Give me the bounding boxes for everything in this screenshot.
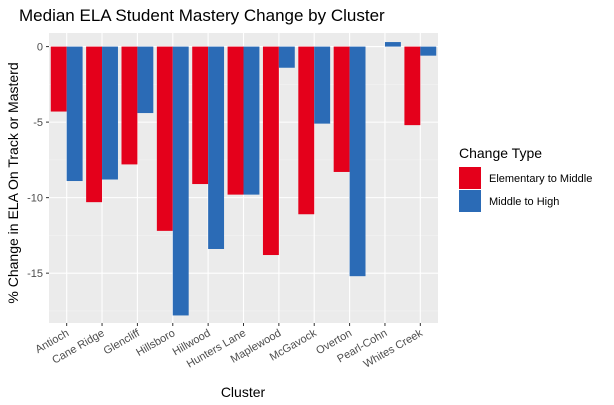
y-tick-label: -5 [33, 117, 43, 129]
x-tick-label: Hillsboro [134, 327, 177, 359]
bar-middle-to-high [137, 46, 154, 114]
legend-label: Middle to High [489, 196, 559, 208]
bar-elementary-to-middle [262, 46, 279, 256]
legend-label: Elementary to Middle [489, 173, 592, 185]
bar-middle-to-high [208, 46, 225, 249]
bar-middle-to-high [102, 46, 118, 180]
y-tick-label: -10 [27, 193, 43, 205]
bar-elementary-to-middle [156, 46, 173, 231]
plot-area: 0 -5 -10 -15 [27, 33, 438, 323]
legend: Change Type Elementary to Middle Middle t… [459, 145, 592, 212]
legend-title: Change Type [459, 145, 542, 161]
y-axis-title: % Change in ELA On Track or Masterd [5, 62, 21, 303]
y-tick-label: -15 [27, 268, 43, 280]
bar-middle-to-high [66, 46, 83, 182]
bar-middle-to-high [278, 46, 295, 68]
bar-middle-to-high [349, 46, 366, 277]
bar-middle-to-high [243, 46, 260, 195]
bar-middle-to-high [172, 46, 189, 316]
bar-elementary-to-middle [121, 46, 138, 165]
bar-elementary-to-middle [86, 46, 103, 203]
chart-title: Median ELA Student Mastery Change by Clu… [19, 6, 385, 25]
legend-swatch [459, 167, 481, 189]
bar-elementary-to-middle [404, 46, 421, 126]
bar-elementary-to-middle [227, 46, 244, 195]
bar-elementary-to-middle [192, 46, 209, 185]
legend-swatch [459, 190, 481, 212]
bar-middle-to-high [384, 42, 401, 47]
bar-elementary-to-middle [333, 46, 350, 172]
bar-elementary-to-middle [50, 46, 67, 112]
bar-middle-to-high [420, 46, 437, 56]
bar-elementary-to-middle [298, 46, 315, 215]
y-tick-label: 0 [37, 42, 43, 54]
x-axis-title: Cluster [221, 384, 266, 400]
bar-middle-to-high [314, 46, 331, 124]
